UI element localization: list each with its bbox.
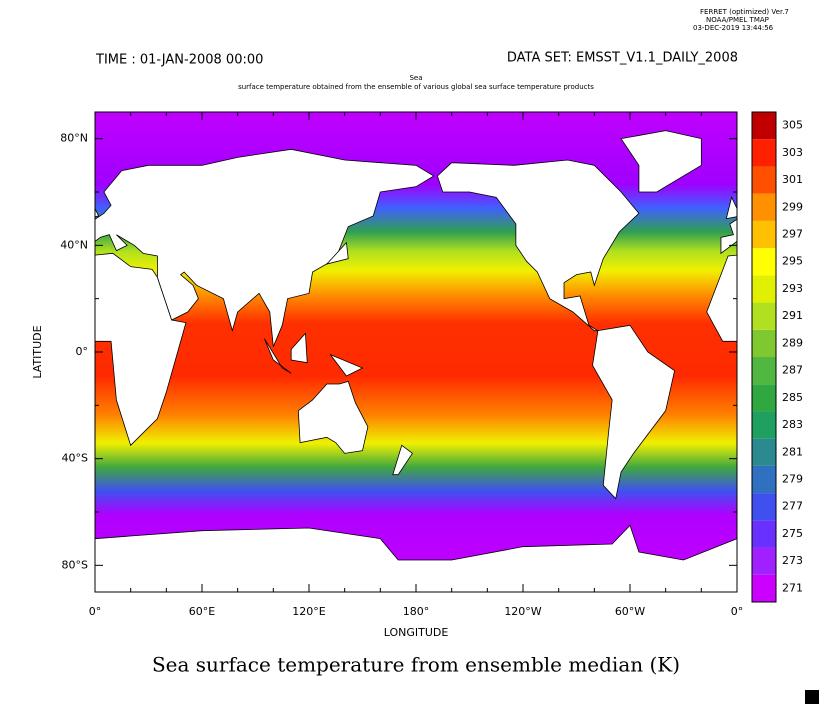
y-tick-label: 80°N [60, 132, 88, 145]
software: FERRET (optimized) Ver.7 [700, 8, 789, 16]
colorbar-swatch [752, 248, 776, 276]
coastline [436, 159, 640, 332]
y-tick-label: 80°S [62, 558, 88, 571]
map-area [0, 112, 737, 592]
colorbar-label: 293 [782, 282, 803, 295]
x-tick-label: 120°E [292, 605, 325, 618]
colorbar-label: 281 [782, 445, 803, 458]
coastline [392, 444, 413, 476]
colorbar-label: 283 [782, 418, 803, 431]
x-tick-label: 60°W [615, 605, 645, 618]
x-tick-label: 60°E [189, 605, 215, 618]
land [0, 130, 737, 592]
y-tick-label: 0° [76, 345, 89, 358]
x-tick-label: 180° [403, 605, 430, 618]
x-axis-label: LONGITUDE [384, 626, 449, 639]
colorbar-label: 277 [782, 500, 803, 513]
colorbar: 271 273 275 277 279 281 283 285 287 289 291 293 295 2… [751, 111, 803, 603]
colorbar-label: 305 [782, 119, 803, 132]
colorbar-swatch [752, 166, 776, 194]
colorbar-swatch [752, 275, 776, 303]
colorbar-swatch [752, 520, 776, 548]
coastline [264, 338, 292, 374]
colorbar-swatch [752, 493, 776, 521]
corner-square [805, 690, 819, 704]
colorbar-frame [751, 111, 777, 603]
colorbar-swatch [752, 112, 776, 140]
coastline [95, 524, 737, 592]
y-tick-label: 40°N [60, 238, 88, 251]
colorbar-swatch [752, 220, 776, 249]
caption: Sea surface temperature from ensemble me… [152, 653, 680, 677]
colorbar-swatch [752, 384, 776, 412]
colorbar-label: 271 [782, 581, 803, 594]
y-tick-label: 40°S [62, 452, 88, 465]
coastline [95, 207, 100, 218]
coastline [95, 148, 435, 347]
coastline [0, 325, 33, 498]
coastline [720, 218, 737, 255]
colorbar-label: 295 [782, 255, 803, 268]
coastline [592, 324, 676, 500]
coastline [0, 131, 59, 192]
coastline [725, 196, 737, 220]
colorbar-label: 289 [782, 336, 803, 349]
coastline [329, 353, 364, 377]
coastline [706, 254, 737, 342]
colorbar-label: 279 [782, 473, 803, 486]
colorbar-swatch [752, 302, 776, 330]
colorbar-swatch [752, 357, 776, 385]
x-tick-label: 120°W [504, 605, 541, 618]
x-tick-label: 0° [89, 605, 102, 618]
coastline [325, 241, 349, 265]
colorbar-label: 299 [782, 200, 803, 213]
colorbar-swatch [752, 438, 776, 466]
colorbar-swatch [752, 465, 776, 494]
coastline [297, 380, 369, 454]
colorbar-label: 275 [782, 527, 803, 540]
colorbar-label: 287 [782, 364, 803, 377]
x-tick-label: 0° [731, 605, 744, 618]
coastline [736, 538, 737, 592]
colorbar-label: 303 [782, 146, 803, 159]
colorbar-swatch [752, 193, 776, 221]
colorbar-label: 291 [782, 309, 803, 322]
map-title: Sea [409, 74, 422, 82]
colorbar-label: 301 [782, 173, 803, 186]
map-subtitle: surface temperature obtained from the en… [238, 83, 594, 91]
colorbar-label: 273 [782, 554, 803, 567]
colorbar-swatch [752, 139, 776, 167]
colorbar-label: 285 [782, 391, 803, 404]
colorbar-swatch [752, 411, 776, 439]
colorbar-swatch [752, 547, 776, 575]
date: 03-DEC-2019 13:44:56 [693, 24, 774, 32]
colorbar-swatch [752, 329, 776, 357]
y-axis-label: LATITUDE [31, 325, 44, 378]
coastline [620, 130, 702, 193]
colorbar-label: 297 [782, 228, 803, 241]
coastline [290, 332, 308, 364]
lab: NOAA/PMEL TMAP [706, 16, 769, 24]
dataset: DATA SET: EMSST_V1.1_DAILY_2008 [507, 51, 738, 66]
time: TIME : 01-JAN-2008 00:00 [95, 53, 263, 68]
coastline [95, 252, 187, 447]
colorbar-swatch [752, 574, 776, 602]
